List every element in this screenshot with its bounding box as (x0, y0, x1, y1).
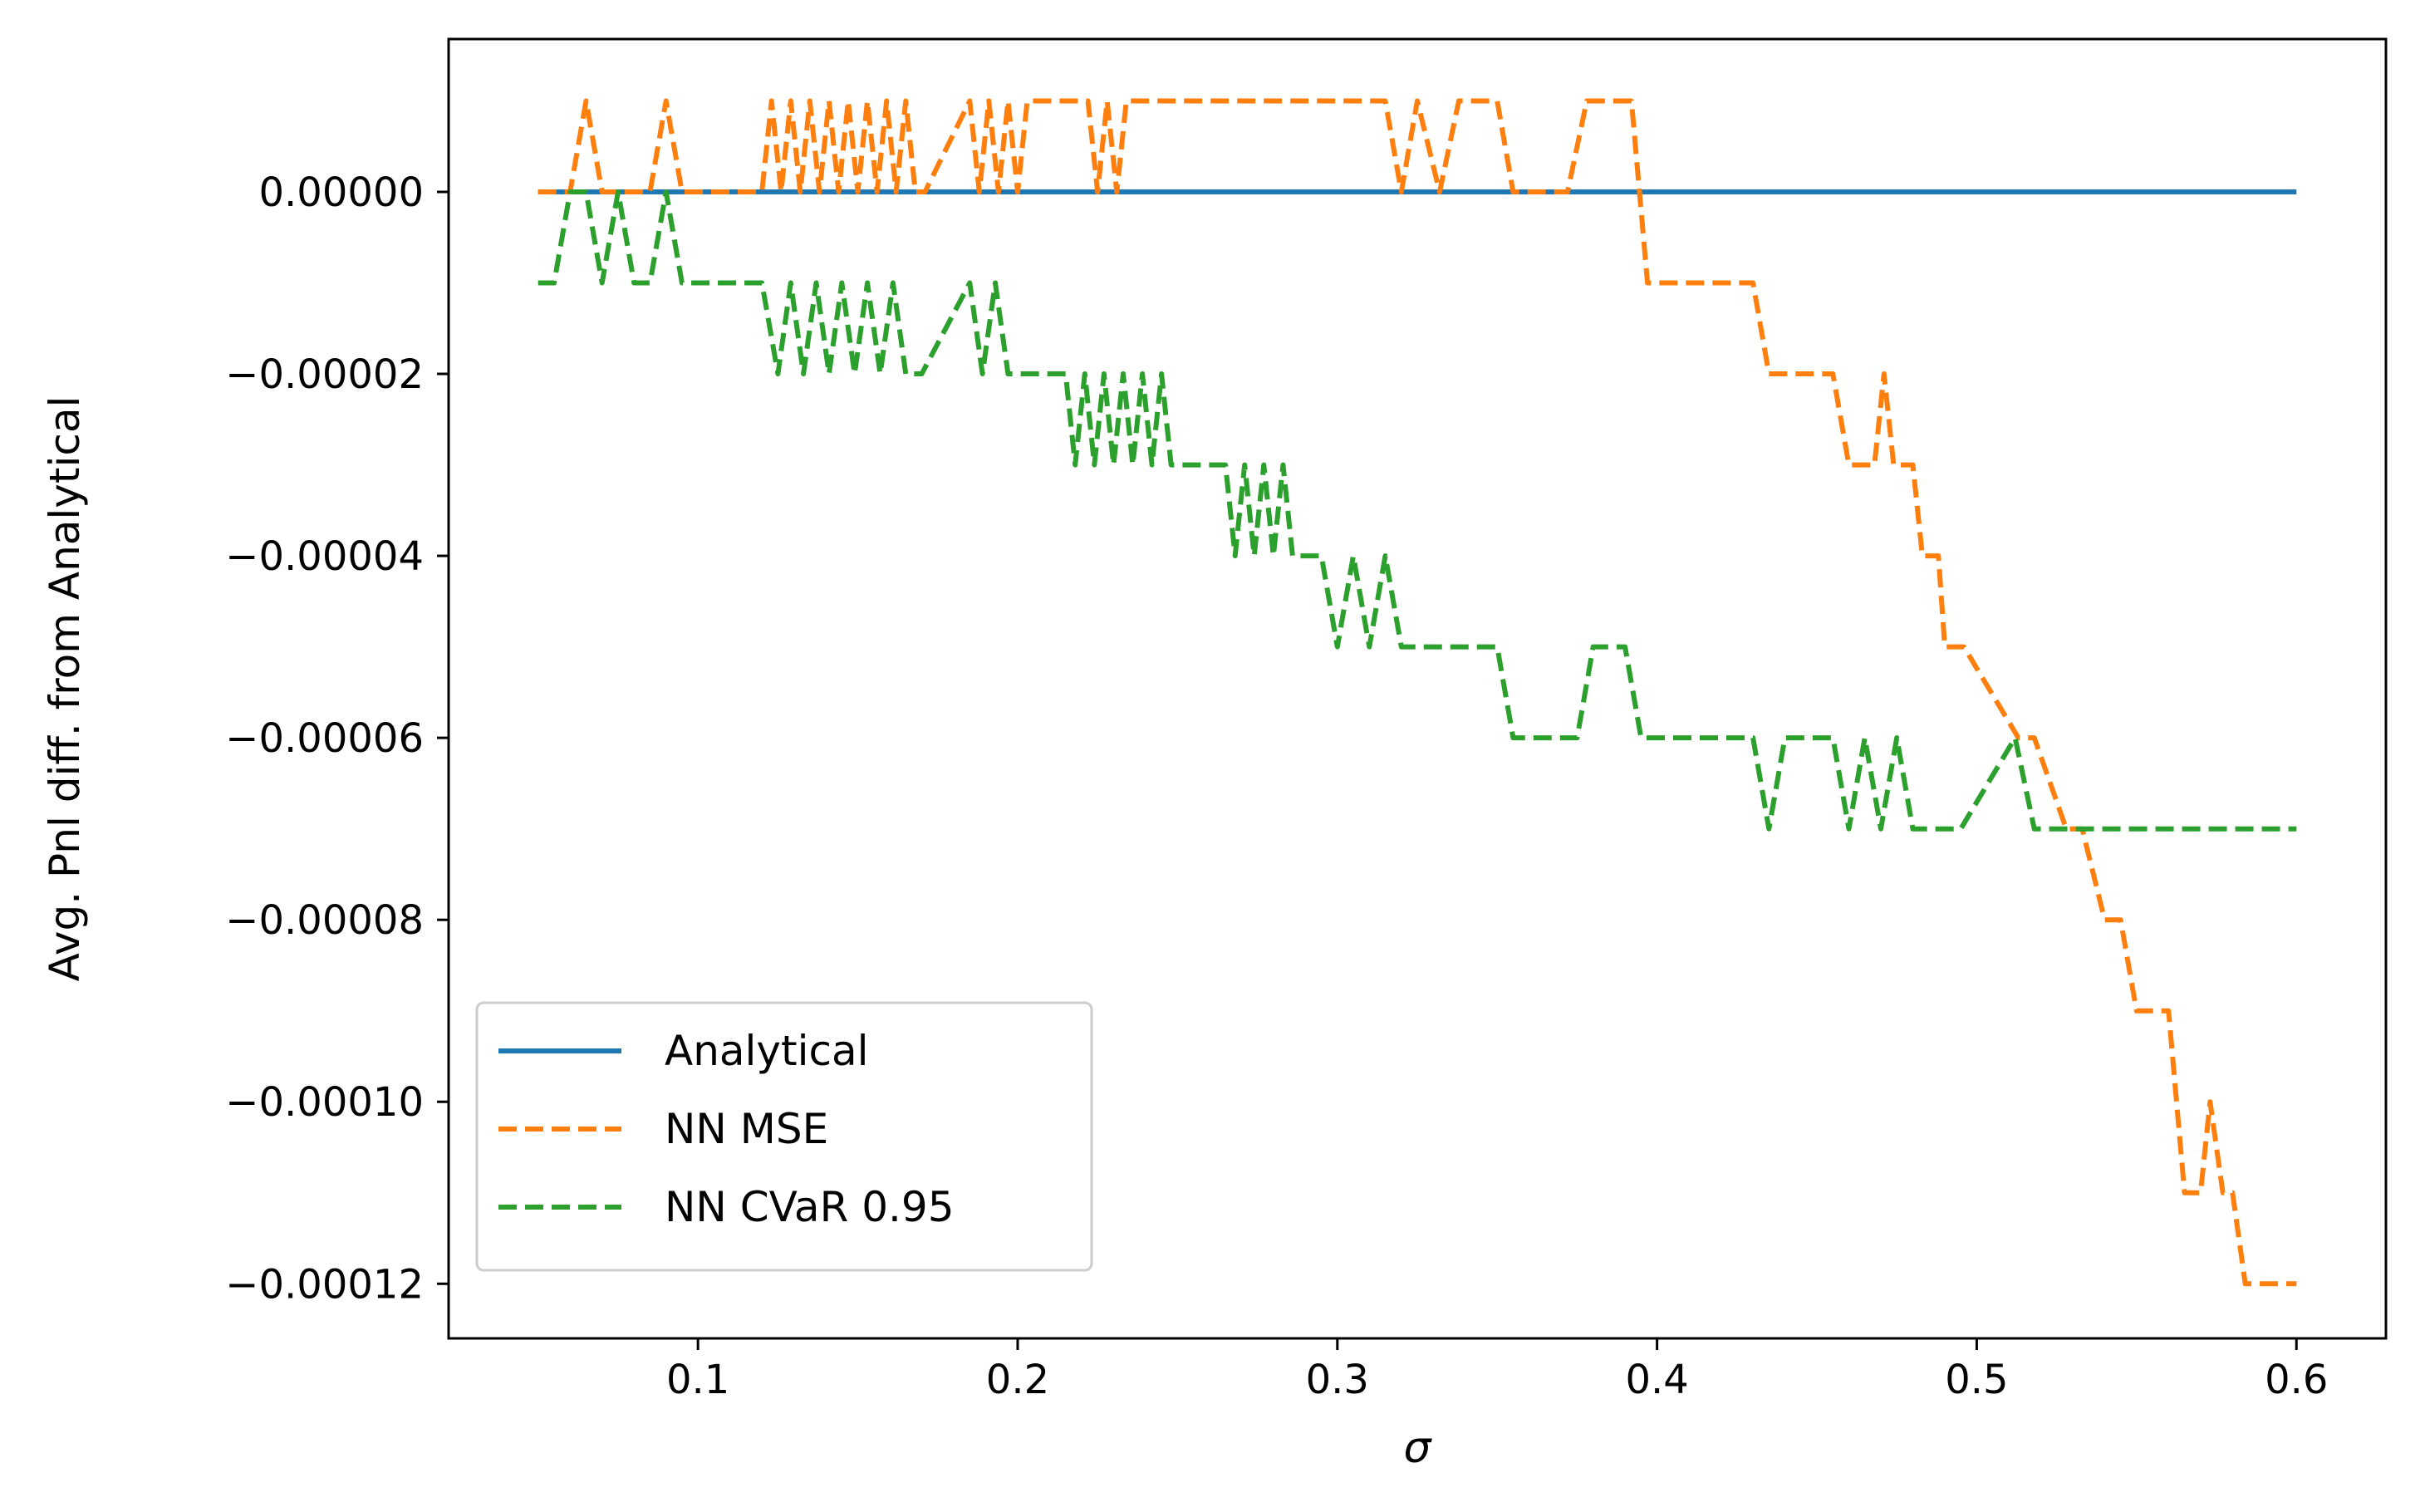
legend-label: NN CVaR 0.95 (665, 1183, 955, 1231)
y-tick-label: −0.00010 (225, 1079, 424, 1126)
y-axis-label: Avg. Pnl diff. from Analytical (41, 396, 89, 982)
series-line-2 (538, 189, 2297, 832)
series-line-1 (538, 98, 2297, 1287)
legend-label: NN MSE (665, 1105, 828, 1153)
plot-area (538, 98, 2297, 1287)
x-tick-label: 0.5 (1945, 1357, 2008, 1403)
x-tick-label: 0.6 (2265, 1357, 2328, 1403)
x-tick-label: 0.4 (1625, 1357, 1688, 1403)
y-tick-label: −0.00002 (225, 351, 424, 398)
x-tick-label: 0.1 (666, 1357, 729, 1403)
y-axis: 0.00000 −0.00002 −0.00004 −0.00006 −0.00008 −… (225, 169, 449, 1308)
axes-frame (447, 37, 2388, 1340)
x-axis-label: σ (1404, 1423, 1433, 1473)
x-axis: 0.1 0.2 0.3 0.4 0.5 0.6 (666, 1338, 2328, 1403)
y-tick-label: −0.00012 (225, 1261, 424, 1308)
x-tick-label: 0.3 (1306, 1357, 1369, 1403)
y-tick-label: −0.00006 (225, 715, 424, 762)
y-tick-label: −0.00004 (225, 533, 424, 580)
legend-box (475, 1001, 1093, 1272)
y-tick-label: −0.00008 (225, 897, 424, 944)
legend: Analytical NN MSE NN CVaR 0.95 (475, 1001, 1093, 1272)
x-tick-label: 0.2 (986, 1357, 1049, 1403)
legend-label: Analytical (665, 1027, 869, 1075)
y-tick-label: 0.00000 (259, 169, 425, 216)
